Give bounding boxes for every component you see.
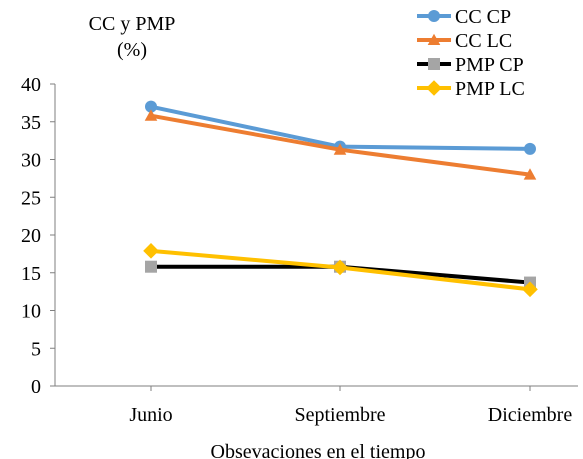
y-axis-title-line-1: CC y PMP [89, 13, 176, 35]
y-axis-ticks: 0 5 10 15 20 25 30 35 40 [21, 74, 55, 398]
legend-entry-cc-lc: CC LC [417, 30, 512, 52]
y-tick-label: 25 [21, 187, 41, 209]
data-point-cc-lc [144, 109, 158, 121]
legend-marker [428, 58, 440, 70]
legend-label: PMP CP [455, 54, 524, 76]
x-axis-ticks: Junio Septiembre Diciembre [129, 386, 572, 426]
legend-marker [428, 10, 440, 22]
data-point-pmp-lc [143, 243, 159, 259]
legend-entry-pmp-lc: PMP LC [417, 78, 525, 100]
y-axis-title-line-2: (%) [117, 39, 147, 61]
x-tick-label: Septiembre [294, 404, 385, 426]
series-cc-lc [144, 109, 537, 180]
legend-label: CC LC [455, 30, 512, 52]
y-tick-label: 30 [21, 150, 41, 172]
data-point-pmp-cp [145, 260, 157, 273]
x-axis-title: Obsevaciones en el tiempo [211, 441, 426, 459]
data-point-cc-lc [333, 143, 347, 155]
legend-label: PMP LC [455, 78, 525, 100]
series-pmp-lc [143, 243, 538, 298]
data-point-cc-lc [523, 168, 537, 180]
legend-entry-pmp-cp: PMP CP [417, 54, 524, 76]
axes [54, 84, 578, 387]
y-tick-label: 40 [21, 74, 41, 96]
y-tick-label: 20 [21, 225, 41, 247]
data-point-pmp-lc [332, 259, 348, 276]
y-axis-title: CC y PMP (%) [89, 13, 176, 61]
legend-label: CC CP [455, 6, 511, 28]
data-point-cc-cp [145, 100, 157, 113]
y-tick-label: 5 [31, 338, 41, 360]
series-layer [143, 100, 538, 298]
y-tick-label: 15 [21, 263, 41, 285]
y-tick-label: 10 [21, 301, 41, 323]
y-tick-label: 0 [31, 376, 41, 398]
legend-marker [427, 33, 441, 46]
legend-entry-cc-cp: CC CP [417, 6, 511, 28]
y-tick-label: 35 [21, 112, 41, 134]
data-point-cc-cp [524, 142, 536, 155]
data-point-pmp-lc [522, 281, 538, 298]
x-tick-label: Diciembre [488, 404, 573, 426]
legend-marker [426, 80, 442, 96]
x-tick-label: Junio [129, 404, 172, 426]
